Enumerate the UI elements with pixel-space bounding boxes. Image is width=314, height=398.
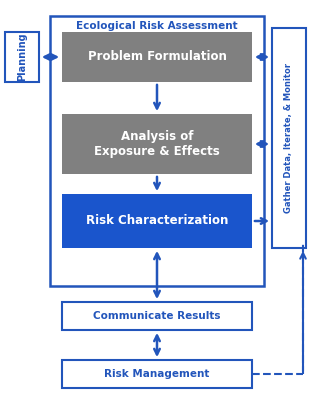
Text: Planning: Planning xyxy=(17,33,27,81)
Bar xyxy=(62,194,252,248)
Bar xyxy=(62,32,252,82)
Bar xyxy=(62,302,252,330)
Bar xyxy=(50,16,264,286)
Bar xyxy=(62,114,252,174)
Text: Ecological Risk Assessment: Ecological Risk Assessment xyxy=(76,21,238,31)
Text: Gather Data, Iterate, & Monitor: Gather Data, Iterate, & Monitor xyxy=(284,63,294,213)
Text: Analysis of
Exposure & Effects: Analysis of Exposure & Effects xyxy=(94,130,220,158)
Text: Problem Formulation: Problem Formulation xyxy=(88,51,226,64)
Bar xyxy=(272,28,306,248)
Text: Risk Characterization: Risk Characterization xyxy=(86,215,228,228)
Bar xyxy=(5,32,39,82)
Text: Communicate Results: Communicate Results xyxy=(93,311,221,321)
Bar xyxy=(62,360,252,388)
Text: Risk Management: Risk Management xyxy=(104,369,210,379)
